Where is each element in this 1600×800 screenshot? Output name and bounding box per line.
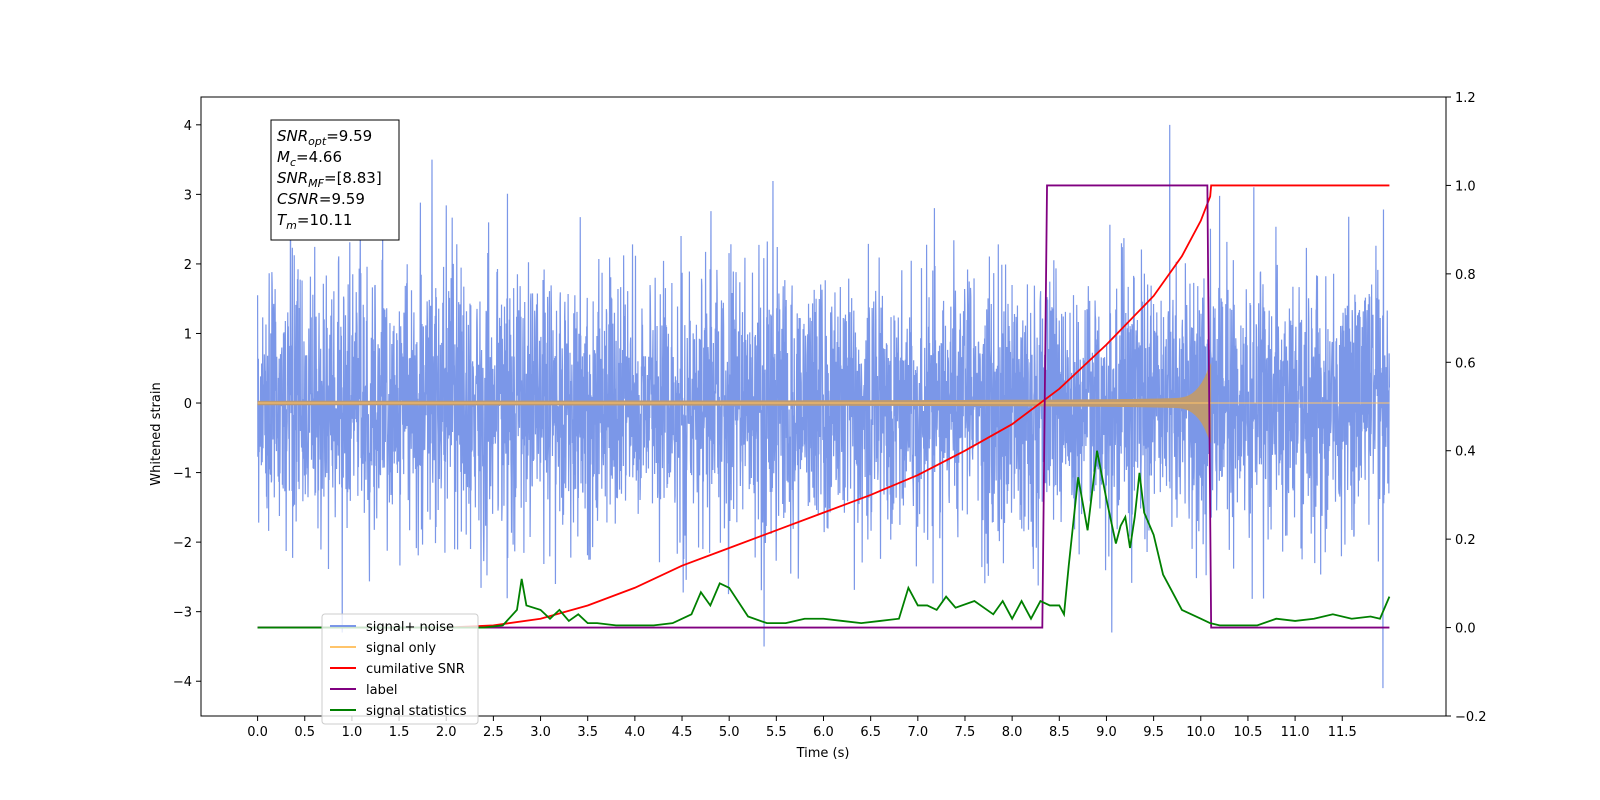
x-tick-label: 7.0 (907, 725, 928, 740)
x-tick-label: 1.5 (389, 725, 410, 740)
y-left-tick-label: −3 (173, 606, 192, 621)
legend: signal+ noise signal only cumilative SNR la… (321, 613, 479, 725)
annotation-subscript: opt (308, 135, 327, 148)
annotation-frame (270, 119, 400, 241)
annotation-subscript: m (286, 219, 297, 232)
y-right-tick-label: 0.6 (1455, 356, 1476, 371)
legend-label: signal only (366, 641, 436, 656)
legend-label: signal statistics (366, 704, 467, 719)
series-line-signal-noise (256, 124, 1391, 689)
x-axis-ticks: 0.0 0.5 1.0 1.5 2.0 2.5 3.0 3.5 4.0 4.5 5.0 5.5 6.0 6… (247, 716, 1357, 740)
y-left-tick-label: 1 (184, 327, 192, 342)
y-left-tick-label: 4 (184, 119, 192, 134)
x-tick-label: 5.5 (766, 725, 787, 740)
x-tick-label: 8.0 (1002, 725, 1023, 740)
x-tick-label: 6.0 (813, 725, 834, 740)
annotation-subscript: c (290, 156, 296, 169)
series-line-label (257, 184, 1390, 629)
annotation-symbol: SNR (277, 169, 308, 187)
y-left-tick-label: 0 (184, 397, 192, 412)
x-tick-label: 9.5 (1143, 725, 1164, 740)
noise-series-layer (256, 124, 1391, 689)
annotation-line: CSNR=9.59 (277, 190, 365, 208)
y-right-tick-label: 0.2 (1455, 533, 1476, 548)
y-left-tick-label: 2 (184, 258, 192, 273)
series-line-signal-statistics (257, 450, 1391, 629)
x-tick-label: 9.0 (1096, 725, 1117, 740)
annotation-line: Mc=4.66 (277, 148, 342, 169)
annotation-value: =10.11 (297, 211, 353, 229)
y-left-axis-ticks: −4 −3 −2 −1 0 1 2 3 4 (173, 119, 201, 690)
signal-series-layer (257, 362, 1390, 444)
annotation-value: =9.59 (319, 190, 365, 208)
y-right-tick-label: 1.2 (1455, 91, 1476, 106)
x-axis-label: Time (s) (796, 746, 850, 761)
x-tick-label: 3.5 (577, 725, 598, 740)
y-left-tick-label: −1 (173, 467, 192, 482)
y-right-tick-label: 0.0 (1455, 622, 1476, 637)
y-right-tick-label: −0.2 (1455, 710, 1487, 725)
x-tick-label: 6.5 (860, 725, 881, 740)
series-line-cumilative-snr (257, 184, 1390, 629)
y-right-tick-label: 0.8 (1455, 268, 1476, 283)
annotation-symbol: SNR (277, 127, 308, 145)
x-tick-label: 11.0 (1281, 725, 1310, 740)
x-tick-label: 2.5 (483, 725, 504, 740)
legend-label: cumilative SNR (366, 662, 465, 677)
annotation-value: =[8.83] (324, 169, 382, 187)
info-annotation-box: SNRopt=9.59Mc=4.66SNRMF=[8.83]CSNR=9.59T… (270, 119, 400, 241)
y-right-tick-label: 0.4 (1455, 445, 1476, 460)
x-tick-label: 7.5 (955, 725, 976, 740)
y-right-axis-ticks: −0.2 0.0 0.2 0.4 0.6 0.8 1.0 1.2 (1446, 91, 1487, 725)
x-tick-label: 4.0 (625, 725, 646, 740)
legend-label: label (366, 683, 397, 698)
x-tick-label: 0.5 (294, 725, 315, 740)
annotation-value: =4.66 (296, 148, 342, 166)
y-axis-label: Whitened strain (149, 382, 164, 485)
annotation-symbol: CSNR (277, 190, 319, 208)
annotation-symbol: T (277, 211, 288, 229)
legend-label: signal+ noise (366, 620, 454, 635)
annotation-subscript: MF (308, 177, 324, 190)
x-tick-label: 3.0 (530, 725, 551, 740)
annotation-symbol: M (277, 148, 290, 166)
y-right-tick-label: 1.0 (1455, 179, 1476, 194)
x-tick-label: 4.5 (672, 725, 693, 740)
x-tick-label: 8.5 (1049, 725, 1070, 740)
legend-frame (321, 613, 479, 725)
y-left-tick-label: 3 (184, 188, 192, 203)
right-axis-series-layer (257, 184, 1391, 629)
x-tick-label: 1.0 (342, 725, 363, 740)
annotation-line: SNRMF=[8.83] (277, 169, 382, 190)
x-tick-label: 10.0 (1186, 725, 1215, 740)
annotation-line: Tm=10.11 (277, 211, 352, 232)
x-tick-label: 11.5 (1328, 725, 1357, 740)
x-tick-label: 2.0 (436, 725, 457, 740)
annotation-value: =9.59 (326, 127, 372, 145)
x-tick-label: 5.0 (719, 725, 740, 740)
x-tick-label: 10.5 (1233, 725, 1262, 740)
y-left-tick-label: −4 (173, 675, 192, 690)
x-tick-label: 0.0 (247, 725, 268, 740)
y-left-tick-label: −2 (173, 536, 192, 551)
annotation-line: SNRopt=9.59 (277, 127, 372, 148)
